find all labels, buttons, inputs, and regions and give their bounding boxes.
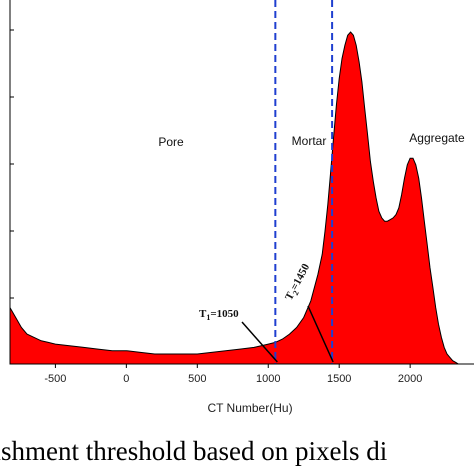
x-axis-title: CT Number(Hu) (207, 401, 292, 415)
region-label-aggregate: Aggregate (409, 131, 465, 145)
threshold-label-t2: T2=1450 (283, 261, 314, 303)
threshold-arrow-t2 (307, 305, 334, 363)
histogram-area (9, 31, 474, 365)
region-label-mortar: Mortar (292, 134, 327, 148)
y-axis (9, 0, 14, 364)
threshold-label-t1: T1=1050 (199, 308, 239, 322)
x-tick-label: 1500 (327, 373, 351, 385)
region-label-pore: Pore (158, 135, 184, 149)
x-tick-label: 500 (188, 373, 206, 385)
x-tick-label: 1000 (256, 373, 280, 385)
x-tick-label: 0 (123, 373, 129, 385)
plot-area (9, 0, 474, 365)
x-tick-label: -500 (44, 373, 66, 385)
figure-caption: lishment threshold based on pixels di (0, 436, 474, 474)
caption-text: lishment threshold based on pixels di (0, 436, 388, 466)
threshold-arrow-t1 (241, 321, 278, 363)
x-axis: -500 0 500 1000 1500 2000 (44, 364, 422, 385)
x-tick-label: 2000 (398, 373, 422, 385)
